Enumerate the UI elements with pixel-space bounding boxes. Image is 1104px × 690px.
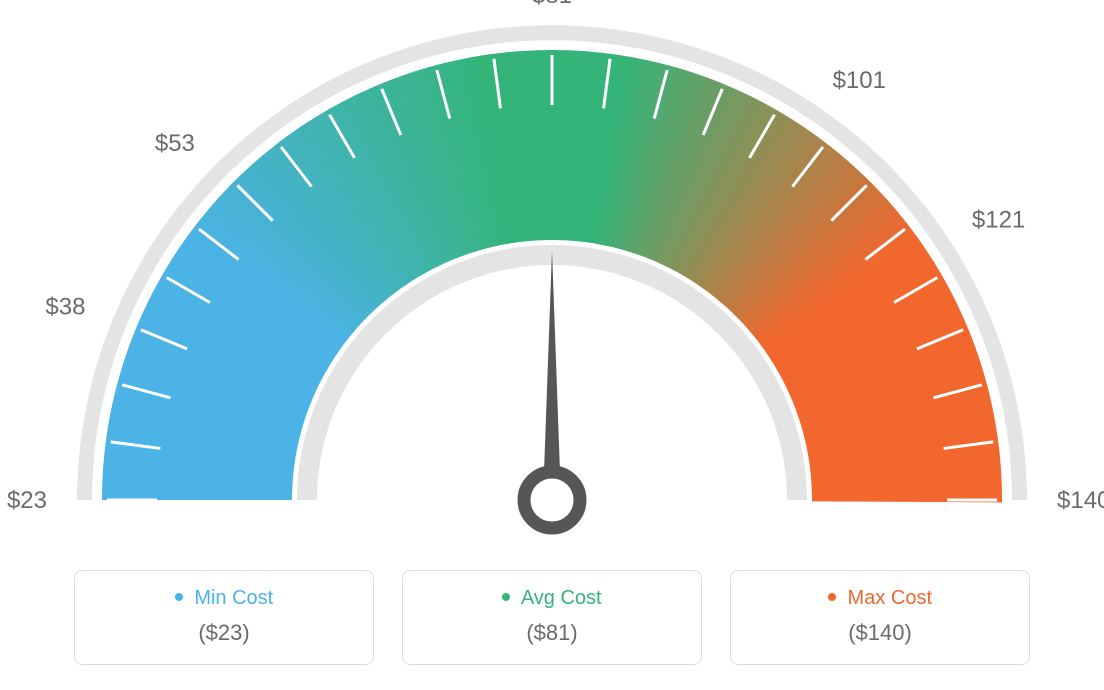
tick-label: $81 — [532, 0, 572, 9]
dot-icon — [175, 593, 183, 601]
legend-value-max: ($140) — [731, 620, 1029, 646]
tick-label: $38 — [45, 294, 85, 321]
tick-label: $23 — [7, 487, 47, 514]
legend-card-max: Max Cost ($140) — [730, 570, 1030, 665]
legend-title-max: Max Cost — [731, 587, 1029, 610]
tick-label: $121 — [972, 206, 1025, 233]
dot-icon — [828, 593, 836, 601]
cost-gauge-chart: $23 $38 $53 $81 $101 $121 $140 — [0, 0, 1104, 560]
tick-label: $140 — [1057, 487, 1104, 514]
legend-label: Avg Cost — [521, 587, 602, 609]
legend-value-avg: ($81) — [403, 620, 701, 646]
legend-title-avg: Avg Cost — [403, 587, 701, 610]
legend-card-avg: Avg Cost ($81) — [402, 570, 702, 665]
legend-label: Min Cost — [194, 587, 273, 609]
legend-label: Max Cost — [848, 587, 932, 609]
legend-value-min: ($23) — [75, 620, 373, 646]
legend-title-min: Min Cost — [75, 587, 373, 610]
legend-row: Min Cost ($23) Avg Cost ($81) Max Cost (… — [0, 570, 1104, 665]
gauge-svg: $23 $38 $53 $81 $101 $121 $140 — [0, 0, 1104, 560]
dot-icon — [502, 593, 510, 601]
needle-hub — [524, 472, 580, 528]
needle — [543, 250, 561, 500]
tick-label: $101 — [833, 67, 886, 94]
tick-label: $53 — [155, 130, 195, 157]
legend-card-min: Min Cost ($23) — [74, 570, 374, 665]
